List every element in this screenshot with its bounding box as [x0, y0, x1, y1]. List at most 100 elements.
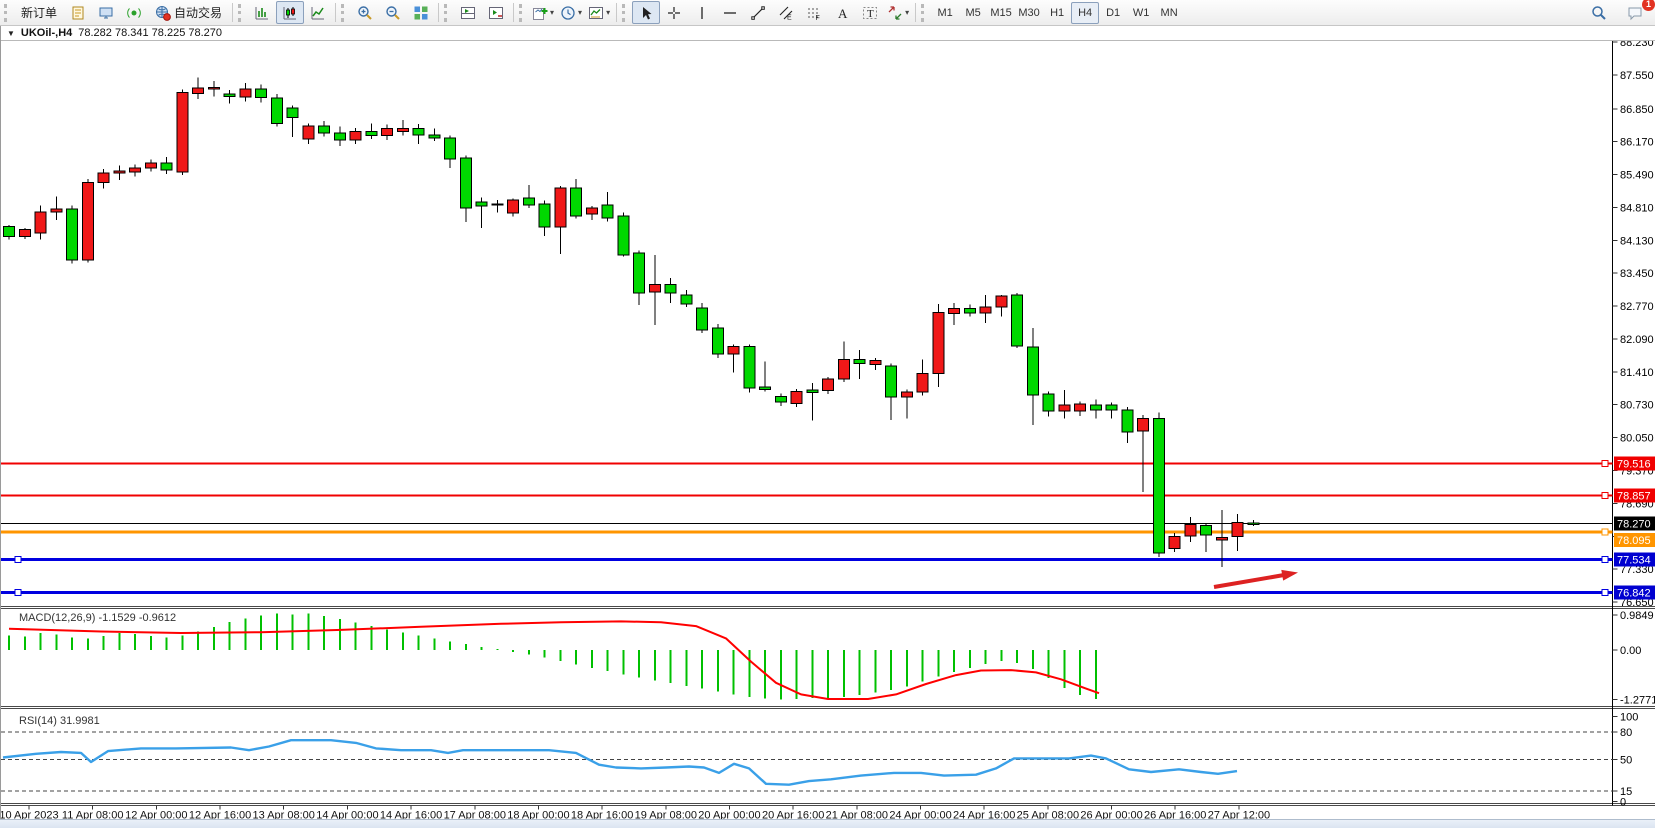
zoom-out-icon[interactable]: [379, 1, 407, 24]
timeframe-button-w1[interactable]: W1: [1132, 6, 1150, 19]
svg-text:MACD(12,26,9) -1.1529 -0.9612: MACD(12,26,9) -1.1529 -0.9612: [19, 612, 176, 624]
auto-trading-button[interactable]: 自动交易: [148, 1, 229, 24]
svg-text:78.095: 78.095: [1617, 535, 1651, 547]
line-chart-icon[interactable]: [304, 1, 332, 24]
toolbar-separator: [915, 3, 917, 22]
toolbar-group-handle[interactable]: [341, 3, 347, 22]
svg-text:81.410: 81.410: [1620, 367, 1654, 379]
svg-text:83.450: 83.450: [1620, 268, 1654, 280]
timeframe-button-mn[interactable]: MN: [1160, 6, 1178, 19]
svg-text:84.130: 84.130: [1620, 235, 1654, 247]
timeframe-button-m5[interactable]: M5: [965, 6, 981, 19]
signal-icon[interactable]: [120, 1, 148, 24]
svg-text:10 Apr 2023: 10 Apr 2023: [1, 810, 59, 820]
svg-text:50: 50: [1620, 754, 1632, 766]
svg-text:87.550: 87.550: [1620, 70, 1654, 82]
chevron-down-icon[interactable]: ▾: [550, 8, 555, 17]
horizontal-lines-layer[interactable]: [1, 462, 1613, 595]
line-handles-layer[interactable]: [14, 459, 1609, 597]
timeframe-button-h4[interactable]: H4: [1071, 1, 1100, 24]
svg-text:80: 80: [1620, 727, 1632, 739]
svg-text:76.650: 76.650: [1620, 597, 1654, 609]
label-icon[interactable]: T: [856, 1, 884, 24]
candlestick-icon[interactable]: [276, 1, 305, 24]
cursor-icon[interactable]: [632, 1, 661, 24]
pane-frames: [1, 41, 1655, 806]
arrows-icon[interactable]: ▾: [884, 1, 912, 24]
zoom-in-icon[interactable]: [351, 1, 379, 24]
svg-text:19 Apr 08:00: 19 Apr 08:00: [635, 810, 697, 820]
chart-canvas[interactable]: 88.230 87.550 86.850 86.170 85.490 84.810 84.1…: [1, 41, 1655, 819]
svg-text:RSI(14) 31.9981: RSI(14) 31.9981: [19, 715, 100, 727]
arrow-annotation[interactable]: [1213, 569, 1298, 590]
text-icon[interactable]: A: [828, 1, 856, 24]
fibonacci-icon[interactable]: F: [800, 1, 828, 24]
bar-chart-icon[interactable]: [248, 1, 276, 24]
svg-text:78.857: 78.857: [1617, 490, 1651, 502]
svg-text:12 Apr 00:00: 12 Apr 00:00: [125, 810, 187, 820]
notification-badge: 1: [1642, 0, 1655, 11]
timeframe-button-m1[interactable]: M1: [937, 6, 953, 19]
svg-text:27 Apr 12:00: 27 Apr 12:00: [1208, 810, 1270, 820]
svg-text:21 Apr 08:00: 21 Apr 08:00: [826, 810, 888, 820]
trendline-icon[interactable]: [744, 1, 772, 24]
toolbar-group-handle[interactable]: [4, 3, 10, 22]
svg-text:84.810: 84.810: [1620, 202, 1654, 214]
svg-text:85.490: 85.490: [1620, 170, 1654, 182]
svg-text:11 Apr 08:00: 11 Apr 08:00: [62, 810, 124, 820]
toolbar-group-handle[interactable]: [622, 3, 628, 22]
svg-text:80.730: 80.730: [1620, 400, 1654, 412]
timeframe-button-m15[interactable]: M15: [990, 6, 1012, 19]
timeframe-button-m30[interactable]: M30: [1018, 6, 1040, 19]
crosshair-icon[interactable]: [660, 1, 688, 24]
toolbar-group-handle[interactable]: [238, 3, 244, 22]
svg-text:18 Apr 00:00: 18 Apr 00:00: [507, 810, 569, 820]
channel-icon[interactable]: E: [772, 1, 800, 24]
period-icon[interactable]: ▾: [557, 1, 585, 24]
chart-titlebar[interactable]: ▼ UKOil-,H4 78.282 78.341 78.225 78.270: [1, 26, 1655, 41]
svg-text:78.270: 78.270: [1617, 519, 1651, 531]
svg-text:18 Apr 16:00: 18 Apr 16:00: [571, 810, 633, 820]
svg-text:0.9849: 0.9849: [1620, 610, 1654, 622]
indicators-window-icon[interactable]: [454, 1, 482, 24]
chevron-down-icon[interactable]: ▾: [905, 8, 910, 17]
toolbar-group-handle[interactable]: [519, 3, 525, 22]
timeframe-button-d1[interactable]: D1: [1106, 6, 1121, 19]
chart-title-symbol: UKOil-,H4: [20, 27, 73, 39]
horizontal-line-icon[interactable]: [716, 1, 744, 24]
svg-text:86.850: 86.850: [1620, 104, 1654, 116]
toolbar-separator: [232, 3, 234, 22]
toolbar-group-handle[interactable]: [921, 3, 927, 22]
toolbar-separator: [438, 3, 440, 22]
new-order-button[interactable]: 新订单: [21, 6, 58, 20]
macd-layer: MACD(12,26,9) -1.1529 -0.9612 0.9849 0.00 -…: [8, 610, 1655, 706]
toolbar-group-handle[interactable]: [444, 3, 450, 22]
rsi-layer: RSI(14) 31.9981 100 80 50 150: [1, 712, 1638, 809]
indicators-inwindow-icon[interactable]: [482, 1, 510, 24]
chevron-down-icon[interactable]: ▾: [606, 8, 611, 17]
svg-text:T: T: [867, 8, 874, 20]
chevron-down-icon[interactable]: ▾: [578, 8, 583, 17]
svg-text:82.770: 82.770: [1620, 301, 1654, 313]
timeframe-button-h1[interactable]: H1: [1050, 6, 1065, 19]
terminal-icon[interactable]: [92, 1, 120, 24]
svg-text:26 Apr 00:00: 26 Apr 00:00: [1080, 810, 1142, 820]
add-indicator-icon[interactable]: ▾: [529, 1, 557, 24]
template-icon[interactable]: ▾: [585, 1, 613, 24]
tile-windows-icon[interactable]: [407, 1, 435, 24]
svg-text:100: 100: [1620, 712, 1638, 724]
svg-text:20 Apr 16:00: 20 Apr 16:00: [762, 810, 824, 820]
vertical-line-icon[interactable]: [688, 1, 716, 24]
svg-text:77.534: 77.534: [1617, 554, 1651, 566]
toolbar-separator: [335, 3, 337, 22]
search-icon[interactable]: [1585, 1, 1613, 24]
chart-collapse-icon[interactable]: ▼: [7, 28, 15, 38]
chart-window: ▼ UKOil-,H4 78.282 78.341 78.225 78.270 …: [0, 26, 1655, 819]
toolbar: 新订单 自动交易 ▾ ▾ ▾ E F A T ▾ M1 M5 M15 M30 H1 H4 D1 W1 MN 1: [0, 0, 1655, 26]
market-watch-icon[interactable]: [64, 1, 92, 24]
svg-text:24 Apr 16:00: 24 Apr 16:00: [953, 810, 1015, 820]
svg-text:24 Apr 00:00: 24 Apr 00:00: [889, 810, 951, 820]
chat-icon[interactable]: 1: [1621, 0, 1655, 24]
svg-text:0: 0: [1620, 797, 1626, 809]
time-axis[interactable]: 10 Apr 2023 11 Apr 08:00 12 Apr 00:00 12 Ap…: [1, 805, 1270, 820]
